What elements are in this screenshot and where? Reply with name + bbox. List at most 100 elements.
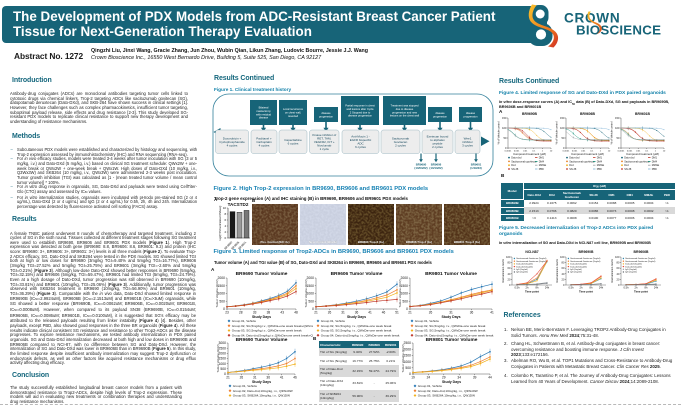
svg-text:24h: 24h [545,286,550,290]
svg-text:Group 03, SG,5mg/kg, i.v., QWx: Group 03, SG,5mg/kg, i.v., QWxDa+one wee… [321,329,392,333]
svg-text:0.001: 0.001 [572,150,578,152]
svg-text:8h: 8h [645,286,648,290]
svg-text:BR9606(10/13/22): BR9606 (10/13/22) [429,163,442,170]
svg-text:31: 31 [341,310,345,314]
svg-text:IgG (2ug/ml): IgG (2ug/ml) [516,272,528,274]
svg-text:28: 28 [239,310,243,314]
svg-text:40: 40 [617,272,620,276]
svg-text:BR9690 Tumor Volume: BR9690 Tumor Volume [236,271,288,277]
svg-text:2000: 2000 [307,276,315,280]
svg-text:60: 60 [617,266,620,270]
svg-text:0: 0 [406,307,408,311]
svg-text:Study Days: Study Days [252,315,271,319]
svg-text:BR9606B: BR9606B [580,112,595,116]
svg-text:DM1: DM1 [652,157,658,160]
svg-text:Group 02, SG,5mg/kg,i.v., QWxD: Group 02, SG,5mg/kg,i.v., QWxDa+one week… [232,324,313,328]
svg-text:Compound treatment (µM): Compound treatment (µM) [571,152,604,156]
svg-text:0: 0 [563,283,565,287]
svg-text:24: 24 [427,375,431,379]
svg-text:Tumor Volume (mm³): Tumor Volume (mm³) [398,279,402,307]
svg-text:0: 0 [618,146,620,150]
svg-text:26: 26 [429,310,433,314]
svg-text:PBD: PBD [597,168,602,171]
svg-text:BR9690 Trop-2 (3+): BR9690 Trop-2 (3+) [358,240,384,244]
svg-text:Group 03, SG,5mg/kg,i.v., QWxD: Group 03, SG,5mg/kg,i.v., QWxDa+one week… [232,329,302,333]
svg-text:SN-38: SN-38 [511,168,519,171]
svg-text:8h: 8h [590,286,593,290]
svg-text:2h: 2h [526,286,529,290]
svg-text:log2(TPM normalized RNAseq): log2(TPM normalized RNAseq) [219,206,222,241]
svg-text:36: 36 [266,375,270,379]
svg-text:MMAE: MMAE [539,164,547,167]
svg-text:23: 23 [225,310,229,314]
svg-text:40: 40 [562,272,565,276]
svg-text:BR9606 Trop-2 (3+): BR9606 Trop-2 (3+) [406,240,432,244]
svg-text:Dato-dxd: Dato-dxd [624,157,635,160]
svg-text:Sacituzumab Govitecan (2ug/ml): Sacituzumab Govitecan (2ug/ml) [570,260,600,263]
svg-text:2h: 2h [635,286,638,290]
svg-text:Study Days: Study Days [347,315,366,319]
svg-text:Group 03, SKB264,10mg/kg, i.v.: Group 03, SKB264,10mg/kg, i.v., QW1DW [418,394,475,398]
svg-text:Dato-dxd (2ug/ml): Dato-dxd (2ug/ml) [625,265,642,268]
svg-text:BR9601: BR9601 [237,240,247,250]
svg-text:1500: 1500 [219,357,227,361]
svg-text:Group 04, Dato-dxd,5mg/kg, i.v: Group 04, Dato-dxd,5mg/kg, i.v., QWxDa+o… [321,333,400,337]
svg-text:2500: 2500 [219,346,227,350]
svg-text:Group 02, SG,5mg/kg, i.v., QWx: Group 02, SG,5mg/kg, i.v., QWxDa+one wee… [415,324,486,328]
svg-text:Group 04, Dato-dxd,5mg/kg,i.v.: Group 04, Dato-dxd,5mg/kg,i.v.,QWxDa+one… [232,333,313,337]
svg-text:0.0001: 0.0001 [563,150,570,152]
svg-text:0.5h: 0.5h [514,286,520,290]
svg-text:0.1: 0.1 [645,150,649,152]
svg-text:IgG (5ug/ml): IgG (5ug/ml) [516,269,528,271]
svg-text:80: 80 [562,261,565,265]
svg-text:3000: 3000 [219,341,227,345]
svg-text:Group 01, Vehicle: Group 01, Vehicle [233,384,258,388]
svg-text:8: 8 [224,212,226,216]
svg-text:BR9601 Trop-2 (3+): BR9601 Trop-2 (3+) [454,240,480,244]
svg-text:21: 21 [314,310,318,314]
svg-text:46: 46 [382,310,386,314]
svg-text:10: 10 [663,150,666,152]
svg-text:0: 0 [505,146,507,150]
svg-text:500: 500 [308,300,314,304]
svg-text:Study Days: Study Days [441,315,460,319]
svg-text:BR9606: BR9606 [230,240,240,250]
svg-text:SN-38: SN-38 [569,168,577,171]
svg-text:Internalization rate%: Internalization rate% [555,258,559,282]
svg-text:Internalization rate%: Internalization rate% [501,258,505,282]
svg-text:41: 41 [368,310,372,314]
svg-text:Tumor Volume (mm³): Tumor Volume (mm³) [215,279,219,307]
svg-text:2: 2 [224,230,226,234]
svg-text:IgG (2ug/ml): IgG (2ug/ml) [625,272,637,274]
svg-text:Sacituzumab Govitecan (5ug/ml): Sacituzumab Govitecan (5ug/ml) [625,257,655,260]
svg-text:100: 100 [615,255,620,259]
svg-text:100: 100 [560,255,565,259]
svg-text:BR9601(1/19/23): BR9601 (1/19/23) [470,163,482,170]
svg-text:36: 36 [470,310,474,314]
svg-text:0: 0 [224,372,226,376]
svg-text:Group 02, SG,5mg/kg, i.v., QWx: Group 02, SG,5mg/kg, i.v., QWxDa+one wee… [321,324,392,328]
svg-text:Neg. Control (Blank): Neg. Control (Blank) [309,240,337,244]
svg-text:0: 0 [618,283,620,287]
svg-text:500: 500 [402,300,408,304]
svg-text:24h: 24h [654,286,659,290]
svg-text:Dato-dxd (5ug/ml): Dato-dxd (5ug/ml) [625,263,642,266]
svg-text:Sacituzumab Govitecan (2ug/ml): Sacituzumab Govitecan (2ug/ml) [516,260,546,263]
svg-text:1: 1 [542,150,544,152]
svg-text:Sacituzumab govitecan: Sacituzumab govitecan [569,160,595,163]
svg-text:Dato-dxd (2ug/ml): Dato-dxd (2ug/ml) [516,265,533,268]
svg-text:50: 50 [504,136,507,140]
svg-text:DM4: DM4 [539,160,545,163]
svg-text:150: 150 [560,116,565,120]
svg-text:IgG (5ug/ml): IgG (5ug/ml) [625,269,637,271]
svg-text:10: 10 [550,150,553,152]
svg-text:PBD: PBD [539,168,544,171]
